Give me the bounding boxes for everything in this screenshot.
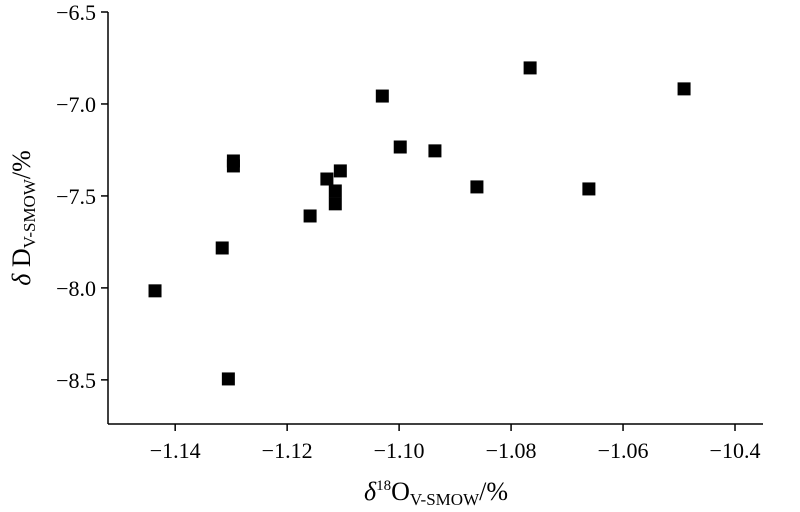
x-tick-label: −1.12 (262, 438, 313, 463)
x-tick-label: −1.14 (150, 438, 201, 463)
x-label-unit: /% (479, 477, 508, 506)
point (215, 241, 229, 255)
point (328, 184, 342, 198)
point (582, 182, 596, 196)
x-tick-label: −10.4 (710, 438, 761, 463)
x-label-sub: V-SMOW (410, 490, 480, 509)
x-tick-label: −1.08 (486, 438, 537, 463)
x-axis-label: δ18OV-SMOW/% (364, 477, 508, 509)
x-label-sup: 18 (376, 478, 391, 494)
point (320, 172, 334, 186)
point (148, 284, 162, 298)
point (303, 209, 317, 223)
point (523, 61, 537, 75)
y-tick-label: −8.0 (56, 276, 96, 301)
y-label-sub: V-SMOW (20, 178, 39, 248)
x-label-delta: δ (364, 477, 377, 506)
x-tick-label: −1.06 (598, 438, 649, 463)
y-tick-label: −8.5 (56, 368, 96, 393)
y-tick-label: −6.5 (56, 0, 96, 25)
point (677, 82, 691, 96)
point (428, 144, 442, 158)
point (328, 197, 342, 211)
point (393, 140, 407, 154)
point (333, 164, 347, 178)
y-label-delta: δ (7, 273, 36, 286)
x-label-main: O (391, 477, 410, 506)
y-axis-label: δ DV-SMOW/% (7, 150, 39, 286)
y-tick-label: −7.5 (56, 184, 96, 209)
y-tick-label: −7.0 (56, 92, 96, 117)
y-label-unit: /% (7, 150, 36, 179)
point (226, 159, 240, 173)
point (221, 372, 235, 386)
y-label-main: D (7, 248, 36, 273)
point (470, 180, 484, 194)
x-tick-label: −1.10 (374, 438, 425, 463)
point (375, 89, 389, 103)
